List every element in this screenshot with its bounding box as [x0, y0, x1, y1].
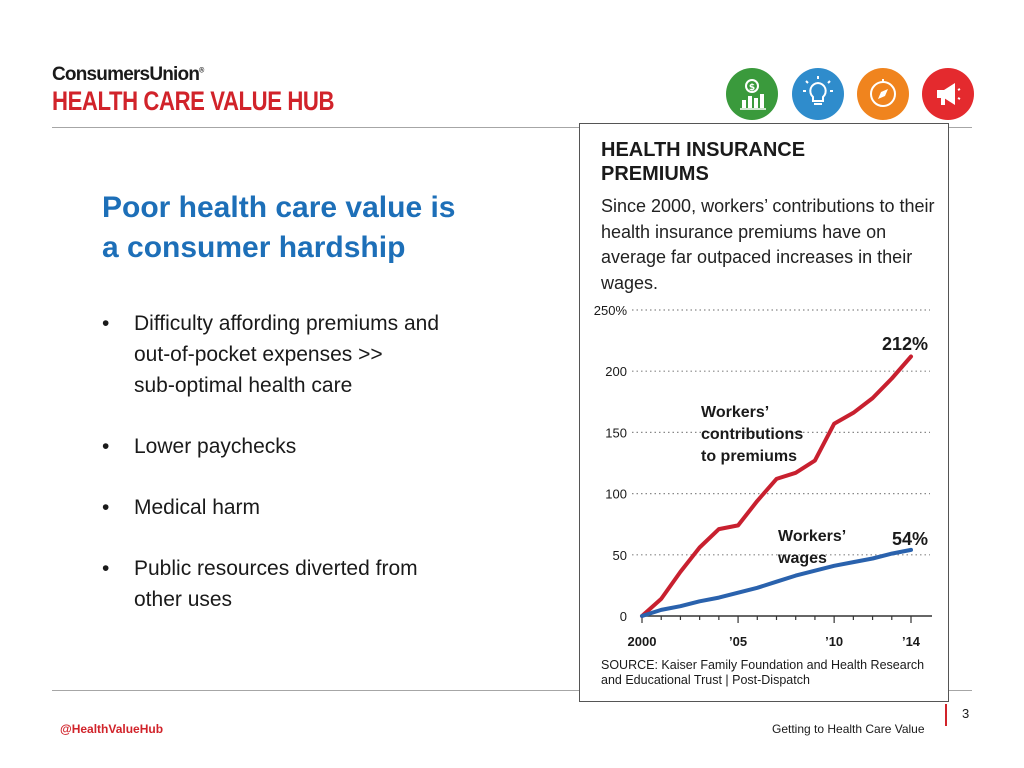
x-tick-label: 2000 — [628, 634, 657, 649]
twitter-handle: @HealthValueHub — [60, 722, 164, 736]
x-tick-label: ’10 — [825, 634, 843, 649]
registered-mark: ® — [199, 67, 204, 75]
wages-line — [640, 547, 913, 618]
bullet-item: Medical harm — [102, 492, 439, 523]
megaphone-icon — [922, 68, 974, 120]
x-tick-label: ’14 — [902, 634, 921, 649]
page-number: 3 — [962, 706, 970, 721]
chart-title: HEALTH INSURANCE PREMIUMS — [601, 139, 806, 185]
contributions-end-label: 212% — [882, 334, 928, 354]
slide-title: Poor health care value is a consumer har… — [102, 188, 455, 268]
dollar-chart-icon: $ — [726, 68, 778, 120]
chart-subtitle: Since 2000, workers’ contributions to th… — [601, 196, 935, 293]
contributions-series-label: Workers’ contributions to premiums — [701, 404, 803, 465]
y-tick-label: 250% — [594, 303, 628, 318]
compass-icon — [857, 68, 909, 120]
bullet-list: Difficulty affording premiums and out-of… — [102, 308, 439, 645]
consumers-union-logo: ConsumersUnion® — [52, 64, 204, 86]
y-tick-label: 100 — [605, 487, 627, 502]
footer-title: Getting to Health Care Value — [772, 722, 925, 736]
health-care-value-hub-logo: HEALTH CARE VALUE HUB — [52, 86, 335, 116]
footer-accent-bar — [945, 704, 947, 726]
y-tick-label: 50 — [613, 548, 627, 563]
svg-text:$: $ — [749, 83, 755, 93]
bullet-item: Public resources diverted from other use… — [102, 553, 439, 615]
footer-divider — [52, 690, 972, 691]
chart-source: SOURCE: Kaiser Family Foundation and Hea… — [601, 658, 925, 687]
premiums-chart: HEALTH INSURANCE PREMIUMS Since 2000, wo… — [579, 123, 949, 702]
bullet-item: Difficulty affording premiums and out-of… — [102, 308, 439, 401]
chart-plot: 0 50 100 150 200 250% 2000 ’05 ’10 ’14 212% 54% Work… — [594, 303, 932, 649]
wages-end-label: 54% — [892, 529, 928, 549]
slide-title-line-2: a consumer hardship — [102, 231, 406, 264]
header-divider — [52, 127, 972, 128]
y-tick-label: 150 — [605, 425, 627, 440]
y-tick-label: 200 — [605, 364, 627, 379]
lightbulb-icon — [792, 68, 844, 120]
contributions-line — [640, 354, 913, 618]
wages-series-label: Workers’ wages — [777, 528, 846, 567]
slide-title-line-1: Poor health care value is — [102, 191, 456, 224]
bullet-item: Lower paychecks — [102, 431, 439, 462]
y-tick-label: 0 — [620, 609, 627, 624]
x-tick-label: ’05 — [729, 634, 747, 649]
logo-text: ConsumersUnion — [52, 64, 200, 85]
